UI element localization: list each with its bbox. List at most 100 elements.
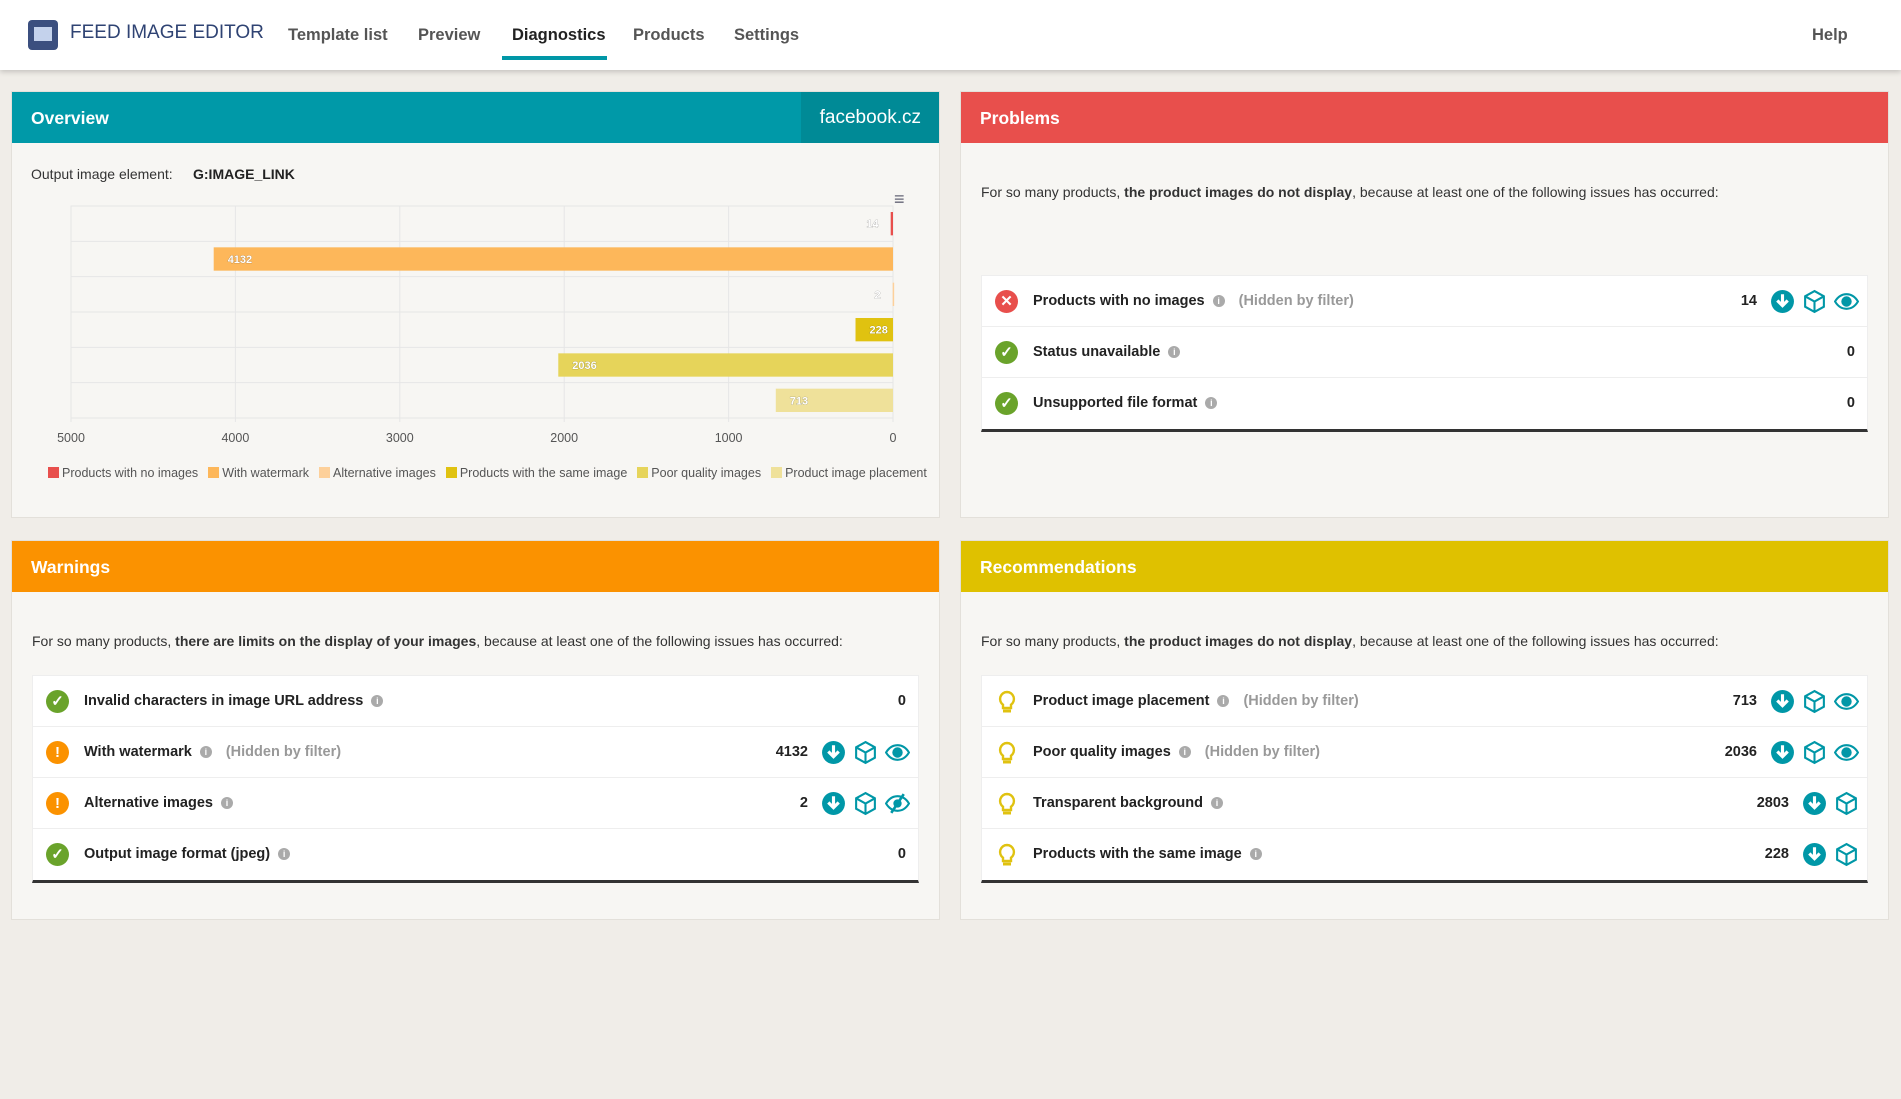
legend-item[interactable]: Products with no images	[48, 466, 198, 480]
info-icon[interactable]: i	[220, 797, 233, 809]
issue-name: Poor quality images	[1033, 744, 1171, 760]
box-icon[interactable]	[1802, 740, 1827, 765]
top-navbar: FEED IMAGE EDITOR Template list Preview …	[0, 0, 1901, 70]
issue-name: Alternative images	[84, 795, 213, 811]
box-icon[interactable]	[853, 740, 878, 765]
x-tick-label: 0	[890, 431, 897, 445]
intro-bold-text: the product images do not display	[1124, 184, 1353, 200]
help-link[interactable]: Help	[1812, 26, 1848, 44]
legend-label: Products with the same image	[459, 466, 628, 480]
output-element-label: Output image element:	[31, 166, 173, 182]
info-icon[interactable]: i	[1212, 295, 1225, 307]
bar[interactable]	[775, 388, 893, 412]
download-icon[interactable]	[1770, 689, 1795, 714]
check-circle-icon: ✓	[46, 690, 69, 713]
bar[interactable]	[213, 247, 893, 271]
check-circle-icon: ✓	[995, 341, 1018, 364]
download-icon[interactable]	[821, 740, 846, 765]
legend-label: Product image placement	[785, 466, 927, 480]
info-icon[interactable]: i	[1217, 695, 1230, 707]
nav-settings[interactable]: Settings	[734, 26, 800, 44]
issue-label: With watermark i (Hidden by filter)	[84, 744, 341, 760]
box-icon[interactable]	[1834, 842, 1859, 867]
bar-data-label: 713	[790, 395, 808, 407]
issue-label: Product image placement i (Hidden by filte…	[1033, 693, 1359, 709]
lightbulb-icon	[995, 843, 1018, 866]
info-icon[interactable]: i	[199, 746, 212, 758]
row-actions	[1770, 289, 1859, 314]
info-icon[interactable]: i	[371, 695, 384, 707]
info-icon[interactable]: i	[1178, 746, 1191, 758]
eye-icon[interactable]	[1834, 289, 1859, 314]
intro-text: For so many products,	[981, 633, 1125, 649]
eye-icon[interactable]	[1834, 740, 1859, 765]
bar[interactable]	[855, 318, 893, 342]
eye-slash-icon[interactable]	[885, 791, 910, 816]
warnings-header: Warnings	[12, 541, 939, 592]
legend-item[interactable]: Alternative images	[319, 466, 436, 480]
legend-swatch	[48, 467, 59, 478]
download-icon[interactable]	[1802, 842, 1827, 867]
intro-bold-text: there are limits on the display of your …	[175, 633, 477, 649]
info-icon[interactable]: i	[278, 848, 291, 860]
issue-count: 4132	[775, 744, 808, 760]
issue-label: Unsupported file format i	[1033, 395, 1218, 411]
box-icon[interactable]	[1834, 791, 1859, 816]
nav-products[interactable]: Products	[633, 26, 705, 44]
warnings-intro: For so many products, there are limits o…	[32, 633, 843, 649]
issue-count: 0	[897, 693, 906, 709]
problems-panel: Problems For so many products, the produc…	[960, 91, 1889, 518]
overview-panel: Overview facebook.cz Output image elemen…	[11, 91, 940, 518]
box-icon[interactable]	[1802, 289, 1827, 314]
download-icon[interactable]	[821, 791, 846, 816]
legend-item[interactable]: With watermark	[208, 466, 309, 480]
eye-icon[interactable]	[885, 740, 910, 765]
issue-label: Alternative images i	[84, 795, 233, 811]
issue-row: ✓ Unsupported file format i 0	[982, 378, 1867, 429]
info-icon[interactable]: i	[1249, 848, 1262, 860]
download-icon[interactable]	[1770, 740, 1795, 765]
download-icon[interactable]	[1770, 289, 1795, 314]
legend-item[interactable]: Poor quality images	[637, 466, 761, 480]
info-icon[interactable]: i	[1205, 397, 1218, 409]
app-title[interactable]: FEED IMAGE EDITOR	[70, 22, 264, 43]
lightbulb-icon	[995, 741, 1018, 764]
legend-label: Alternative images	[333, 466, 436, 480]
legend-item[interactable]: Products with the same image	[445, 466, 628, 480]
info-icon[interactable]: i	[1211, 797, 1224, 809]
nav-preview[interactable]: Preview	[418, 26, 481, 44]
legend-item[interactable]: Product image placement	[771, 466, 927, 480]
bar[interactable]	[892, 282, 895, 306]
x-tick-label: 5000	[57, 431, 85, 445]
eye-icon[interactable]	[1834, 689, 1859, 714]
issue-name: Invalid characters in image URL address	[84, 693, 364, 709]
issue-count: 713	[1732, 693, 1757, 709]
row-actions	[1802, 842, 1859, 867]
recommendations-header: Recommendations	[961, 541, 1888, 592]
issue-count: 228	[1764, 846, 1789, 862]
chart-menu-icon[interactable]: ≡	[894, 189, 905, 209]
box-icon[interactable]	[853, 791, 878, 816]
box-icon[interactable]	[1802, 689, 1827, 714]
issue-name: With watermark	[84, 744, 192, 760]
site-selector[interactable]: facebook.cz	[801, 92, 939, 143]
issue-name: Products with no images	[1033, 293, 1205, 309]
x-tick-label: 2000	[550, 431, 578, 445]
info-icon[interactable]: i	[1168, 346, 1181, 358]
issue-count: 2036	[1724, 744, 1757, 760]
legend-label: With watermark	[222, 466, 310, 480]
nav-diagnostics[interactable]: Diagnostics	[512, 26, 606, 44]
bar[interactable]	[890, 212, 893, 236]
issue-name: Product image placement	[1033, 693, 1210, 709]
chart-legend: Products with no images With watermark Alt…	[48, 466, 927, 480]
download-icon[interactable]	[1802, 791, 1827, 816]
intro-text: For so many products,	[32, 633, 176, 649]
nav-template-list[interactable]: Template list	[288, 26, 388, 44]
warning-circle-icon: !	[46, 741, 69, 764]
error-circle-icon: ✕	[995, 290, 1018, 313]
hidden-by-filter-note: (Hidden by filter)	[1243, 693, 1359, 709]
row-actions	[1802, 791, 1859, 816]
bar[interactable]	[558, 353, 893, 377]
issue-label: Invalid characters in image URL address i	[84, 693, 384, 709]
issue-count: 2803	[1756, 795, 1789, 811]
